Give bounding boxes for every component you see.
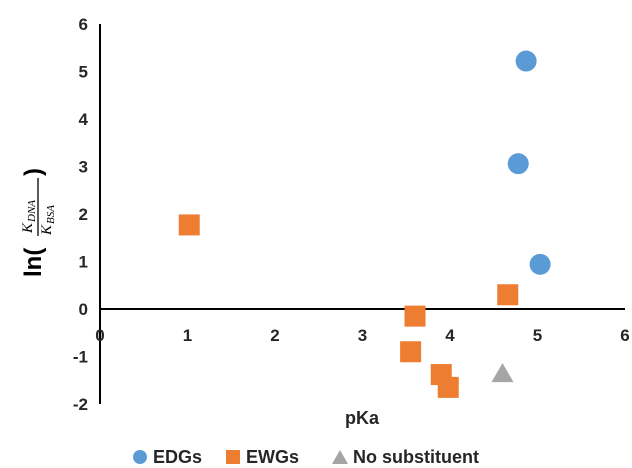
y-tick-labels: -2 -1 0 1 2 3 4 5 6 bbox=[73, 15, 89, 414]
legend: EDGs EWGs No substituent bbox=[133, 447, 479, 467]
x-axis-label: pKa bbox=[345, 408, 380, 428]
data-points bbox=[178, 50, 551, 398]
y-axis-label-denominator-sub: BSA bbox=[45, 205, 57, 224]
y-tick-label: -1 bbox=[73, 348, 88, 367]
point-ewgs bbox=[497, 284, 519, 306]
point-ewgs bbox=[400, 341, 422, 363]
y-tick-label: 3 bbox=[79, 158, 88, 177]
y-tick-label: 2 bbox=[79, 205, 88, 224]
point-edgs bbox=[507, 153, 529, 175]
y-axis-label-numerator-sub: DNA bbox=[26, 200, 38, 223]
legend-marker-ewgs bbox=[226, 450, 240, 464]
point-ewgs bbox=[437, 376, 459, 398]
x-tick-label: 2 bbox=[270, 326, 279, 345]
point-ewgs bbox=[178, 214, 200, 236]
y-axis-label-suffix: ) bbox=[20, 168, 47, 176]
x-tick-label: 4 bbox=[445, 326, 455, 345]
x-tick-label: 3 bbox=[358, 326, 367, 345]
point-ewgs bbox=[404, 305, 426, 327]
legend-marker-no-substituent bbox=[332, 450, 348, 464]
x-tick-label: 1 bbox=[183, 326, 192, 345]
y-axis-label-prefix: ln( bbox=[20, 248, 47, 277]
y-tick-label: 5 bbox=[79, 63, 88, 82]
y-tick-label: 6 bbox=[79, 15, 88, 34]
point-edgs bbox=[515, 50, 537, 72]
y-axis-label-numerator: K bbox=[20, 222, 36, 234]
axes bbox=[99, 24, 625, 404]
y-tick-label: 4 bbox=[79, 110, 89, 129]
point-edgs bbox=[529, 253, 551, 275]
y-axis-label-denominator: K bbox=[39, 224, 55, 236]
y-tick-label: 0 bbox=[79, 300, 88, 319]
x-tick-label: 0 bbox=[95, 326, 104, 345]
x-tick-label: 6 bbox=[620, 326, 629, 345]
legend-marker-edgs bbox=[133, 450, 147, 464]
y-tick-label: 1 bbox=[79, 253, 88, 272]
y-tick-label: -2 bbox=[73, 395, 88, 414]
legend-label-ewgs: EWGs bbox=[246, 447, 299, 467]
y-axis-label: ln( K DNA K BSA ) bbox=[20, 168, 57, 277]
legend-label-edgs: EDGs bbox=[153, 447, 202, 467]
x-tick-label: 5 bbox=[533, 326, 542, 345]
point-no-substituent bbox=[491, 363, 514, 383]
legend-label-no-substituent: No substituent bbox=[353, 447, 479, 467]
x-tick-labels: 0 1 2 3 4 5 6 bbox=[95, 326, 629, 345]
